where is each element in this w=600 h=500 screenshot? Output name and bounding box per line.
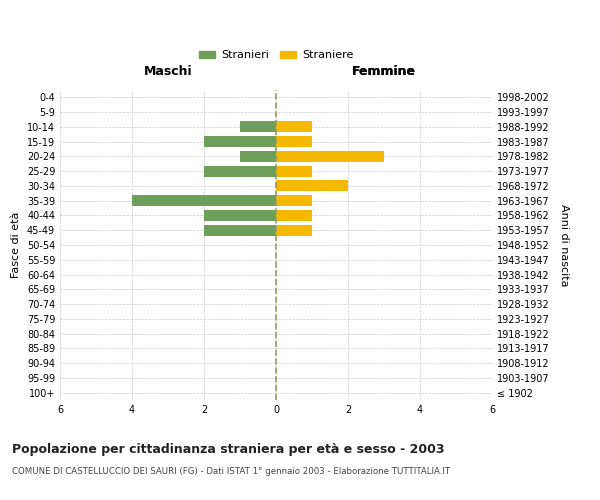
Bar — [276, 136, 312, 147]
Bar — [276, 210, 312, 221]
Y-axis label: Fasce di età: Fasce di età — [11, 212, 21, 278]
Y-axis label: Anni di nascita: Anni di nascita — [559, 204, 569, 286]
Bar — [276, 166, 312, 176]
Text: Femmine: Femmine — [352, 64, 416, 78]
Text: Popolazione per cittadinanza straniera per età e sesso - 2003: Popolazione per cittadinanza straniera p… — [12, 442, 445, 456]
Text: Maschi: Maschi — [143, 64, 193, 78]
Bar — [204, 210, 276, 221]
Bar — [276, 224, 312, 236]
Bar — [276, 151, 384, 162]
Bar — [276, 180, 348, 192]
Bar — [204, 136, 276, 147]
Legend: Stranieri, Straniere: Stranieri, Straniere — [194, 46, 358, 65]
Text: COMUNE DI CASTELLUCCIO DEI SAURI (FG) - Dati ISTAT 1° gennaio 2003 - Elaborazion: COMUNE DI CASTELLUCCIO DEI SAURI (FG) - … — [12, 468, 450, 476]
Text: Femmine: Femmine — [352, 64, 416, 78]
Bar — [132, 195, 276, 206]
Bar — [204, 224, 276, 236]
Bar — [204, 166, 276, 176]
Bar — [276, 195, 312, 206]
Bar — [240, 151, 276, 162]
Bar — [276, 122, 312, 132]
Bar — [240, 122, 276, 132]
